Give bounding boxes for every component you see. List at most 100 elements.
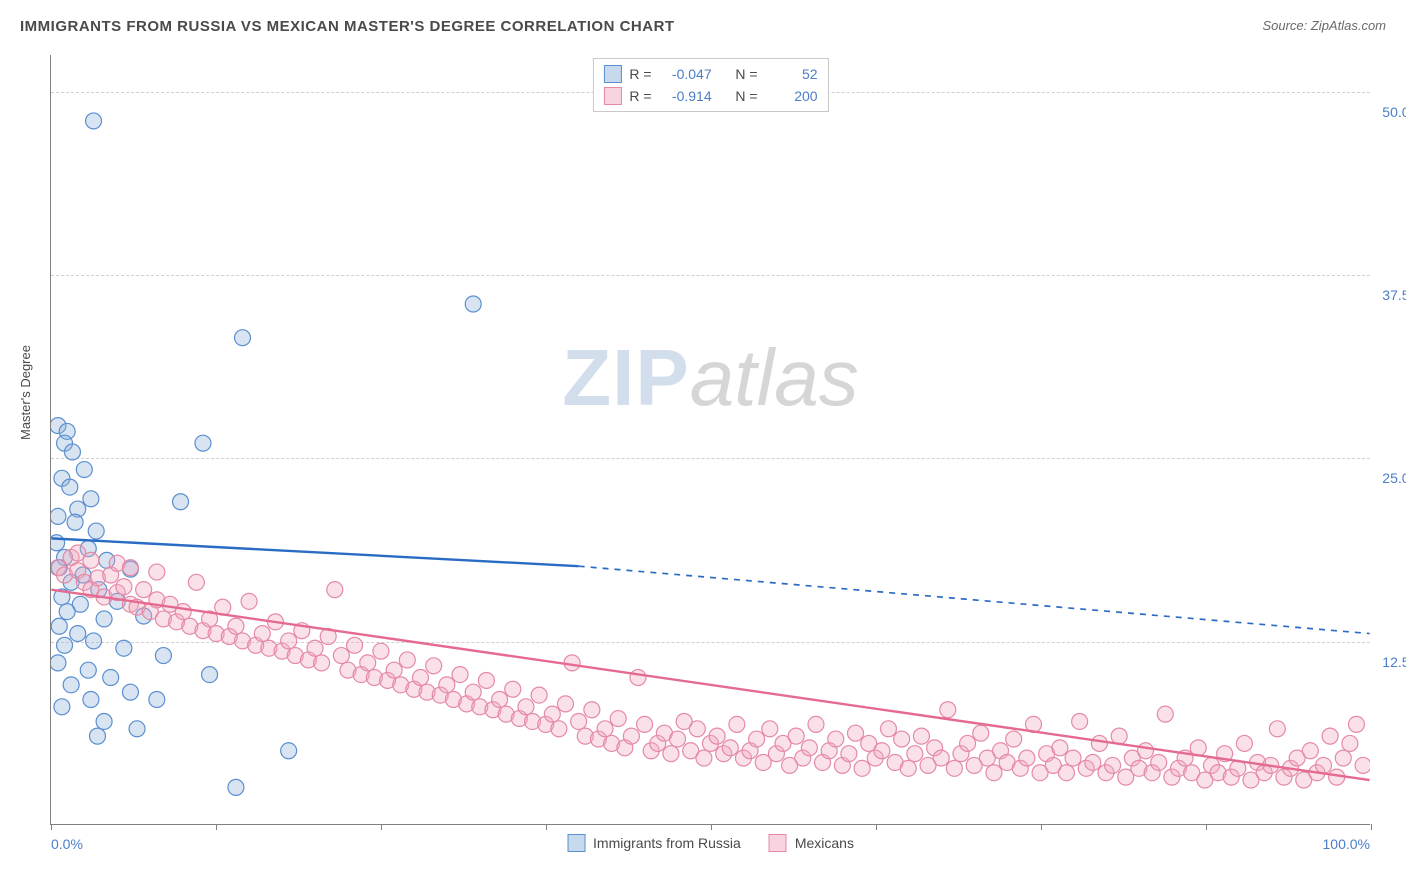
data-point-mexicans — [518, 699, 534, 715]
data-point-mexicans — [333, 648, 349, 664]
data-point-russia — [116, 640, 132, 656]
data-point-mexicans — [848, 725, 864, 741]
data-point-russia — [122, 684, 138, 700]
data-point-russia — [64, 444, 80, 460]
data-point-mexicans — [722, 740, 738, 756]
data-point-mexicans — [913, 728, 929, 744]
data-point-mexicans — [149, 564, 165, 580]
data-point-russia — [235, 330, 251, 346]
data-point-russia — [51, 618, 67, 634]
data-point-mexicans — [729, 716, 745, 732]
x-axis-tick — [216, 824, 217, 830]
x-axis-label-max: 100.0% — [1323, 836, 1370, 852]
data-point-mexicans — [254, 626, 270, 642]
data-point-mexicans — [399, 652, 415, 668]
data-point-mexicans — [900, 760, 916, 776]
x-axis-tick — [876, 824, 877, 830]
data-point-mexicans — [1342, 735, 1358, 751]
scatter-plot-svg — [51, 55, 1370, 824]
data-point-mexicans — [623, 728, 639, 744]
data-point-mexicans — [551, 721, 567, 737]
data-point-mexicans — [1019, 750, 1035, 766]
source-attribution: Source: ZipAtlas.com — [1262, 18, 1386, 33]
data-point-mexicans — [1006, 731, 1022, 747]
data-point-russia — [281, 743, 297, 759]
legend-r-value: -0.047 — [660, 63, 712, 85]
data-point-russia — [96, 611, 112, 627]
legend-swatch-icon — [769, 834, 787, 852]
data-point-mexicans — [933, 750, 949, 766]
data-point-mexicans — [696, 750, 712, 766]
y-axis-title: Master's Degree — [18, 345, 33, 440]
x-axis-tick — [1206, 824, 1207, 830]
legend-stat-row-russia: R =-0.047 N =52 — [603, 63, 817, 85]
data-point-russia — [80, 662, 96, 678]
data-point-russia — [86, 633, 102, 649]
data-point-mexicans — [788, 728, 804, 744]
legend-series-label: Mexicans — [795, 835, 854, 851]
legend-swatch-icon — [603, 65, 621, 83]
legend-series: Immigrants from Russia Mexicans — [567, 834, 854, 852]
data-point-mexicans — [1335, 750, 1351, 766]
y-axis-tick-label: 50.0% — [1382, 104, 1406, 120]
data-point-mexicans — [874, 743, 890, 759]
data-point-russia — [129, 721, 145, 737]
data-point-mexicans — [188, 574, 204, 590]
x-axis-label-min: 0.0% — [51, 836, 83, 852]
data-point-mexicans — [281, 633, 297, 649]
legend-n-label: N = — [735, 85, 757, 107]
data-point-russia — [51, 535, 65, 551]
data-point-mexicans — [940, 702, 956, 718]
data-point-mexicans — [1111, 728, 1127, 744]
legend-r-label: R = — [629, 85, 651, 107]
data-point-mexicans — [946, 760, 962, 776]
data-point-mexicans — [986, 765, 1002, 781]
data-point-mexicans — [709, 728, 725, 744]
data-point-russia — [96, 713, 112, 729]
data-point-mexicans — [83, 552, 99, 568]
data-point-mexicans — [412, 670, 428, 686]
legend-n-label: N = — [735, 63, 757, 85]
data-point-mexicans — [571, 713, 587, 729]
data-point-mexicans — [854, 760, 870, 776]
data-point-mexicans — [1105, 757, 1121, 773]
data-point-mexicans — [597, 721, 613, 737]
x-axis-tick — [1041, 824, 1042, 830]
trendline-extrapolated-russia — [579, 566, 1370, 633]
data-point-mexicans — [505, 681, 521, 697]
chart-title: IMMIGRANTS FROM RUSSIA VS MEXICAN MASTER… — [20, 18, 675, 35]
data-point-mexicans — [307, 640, 323, 656]
data-point-mexicans — [492, 692, 508, 708]
data-point-mexicans — [973, 725, 989, 741]
x-axis-tick — [381, 824, 382, 830]
data-point-mexicans — [122, 560, 138, 576]
legend-series-item-russia: Immigrants from Russia — [567, 834, 741, 852]
legend-statistics: R =-0.047 N =52R =-0.914 N =200 — [592, 58, 828, 112]
data-point-mexicans — [136, 582, 152, 598]
data-point-mexicans — [465, 684, 481, 700]
data-point-mexicans — [373, 643, 389, 659]
data-point-mexicans — [880, 721, 896, 737]
data-point-mexicans — [828, 731, 844, 747]
data-point-mexicans — [175, 604, 191, 620]
data-point-russia — [103, 670, 119, 686]
data-point-mexicans — [1322, 728, 1338, 744]
data-point-mexicans — [347, 637, 363, 653]
legend-stat-row-mexicans: R =-0.914 N =200 — [603, 85, 817, 107]
data-point-mexicans — [1091, 735, 1107, 751]
data-point-russia — [202, 667, 218, 683]
data-point-mexicans — [689, 721, 705, 737]
data-point-mexicans — [801, 740, 817, 756]
data-point-mexicans — [907, 746, 923, 762]
data-point-russia — [62, 479, 78, 495]
y-axis-tick-label: 37.5% — [1382, 287, 1406, 303]
data-point-mexicans — [630, 670, 646, 686]
data-point-mexicans — [1072, 713, 1088, 729]
data-point-mexicans — [762, 721, 778, 737]
data-point-mexicans — [1065, 750, 1081, 766]
data-point-russia — [149, 692, 165, 708]
data-point-mexicans — [610, 711, 626, 727]
x-axis-tick — [711, 824, 712, 830]
x-axis-tick — [546, 824, 547, 830]
data-point-mexicans — [1316, 757, 1332, 773]
